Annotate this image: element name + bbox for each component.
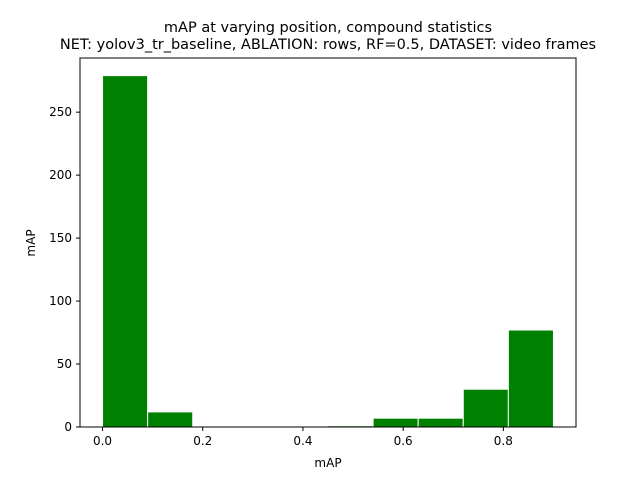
histogram-bar (372, 417, 419, 428)
histogram-bar (102, 75, 149, 428)
y-tick-label: 200 (49, 168, 72, 182)
x-tick-label: 0.8 (494, 434, 513, 448)
x-tick-label: 0.0 (93, 434, 112, 448)
x-tick-label: 0.4 (293, 434, 312, 448)
y-tick-label: 250 (49, 105, 72, 119)
ticks-group: 0.0 0.2 0.4 0.6 0.8 0 50 100 150 200 250 (49, 105, 513, 448)
histogram-bar (147, 411, 194, 428)
histogram-bar (507, 329, 554, 428)
y-tick-label: 50 (57, 357, 72, 371)
y-tick-label: 150 (49, 231, 72, 245)
y-tick-label: 100 (49, 294, 72, 308)
y-tick-label: 0 (64, 420, 72, 434)
chart-title: mAP at varying position, compound statis… (164, 20, 492, 36)
x-tick-label: 0.2 (193, 434, 212, 448)
histogram-bar (462, 388, 509, 428)
histogram-bar (417, 417, 464, 428)
y-axis-label: mAP (24, 229, 38, 256)
plot-frame (79, 57, 577, 428)
x-axis-label: mAP (314, 456, 341, 470)
bars-group (102, 75, 554, 428)
chart-subtitle: NET: yolov3_tr_baseline, ABLATION: rows,… (60, 37, 596, 53)
x-tick-label: 0.6 (394, 434, 413, 448)
